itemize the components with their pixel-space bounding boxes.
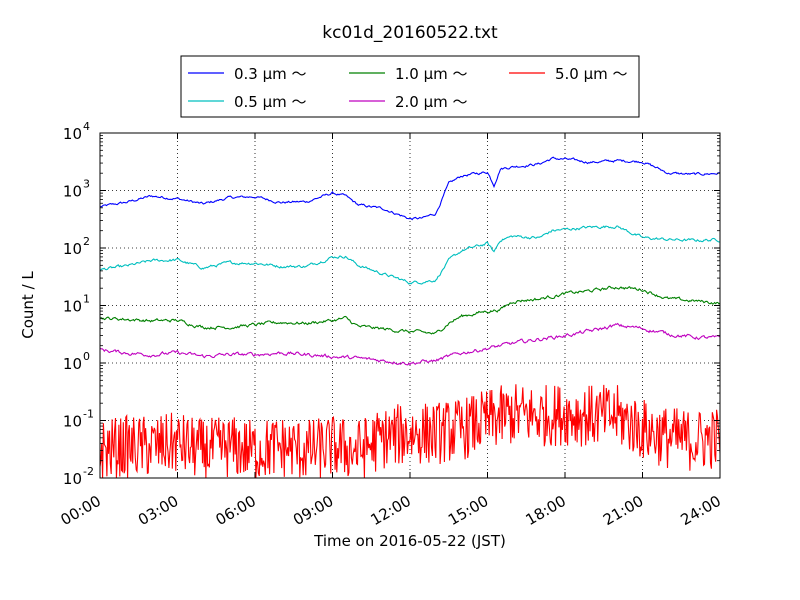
y-tick-label-exponent: 3 bbox=[83, 178, 90, 191]
legend-label-2: 1.0 μm ～ bbox=[395, 65, 468, 83]
y-tick-label-base: 10 bbox=[63, 125, 82, 143]
series-group bbox=[100, 156, 720, 478]
legend-label-0: 0.3 μm ～ bbox=[234, 65, 307, 83]
series-line-4 bbox=[100, 384, 720, 478]
y-tick-label-exponent: -1 bbox=[83, 408, 94, 421]
x-axis-label: Time on 2016-05-22 (JST) bbox=[313, 532, 506, 550]
y-tick-label-base: 10 bbox=[63, 470, 82, 488]
y-tick-label-base: 10 bbox=[63, 298, 82, 316]
y-tick-label-base: 10 bbox=[63, 413, 82, 431]
ticks bbox=[99, 132, 721, 479]
y-tick-label: 10 0 bbox=[63, 350, 90, 373]
y-tick-label: 10 4 bbox=[63, 120, 90, 143]
legend-label-1: 0.5 μm ～ bbox=[234, 93, 307, 111]
y-tick-label-base: 10 bbox=[63, 355, 82, 373]
y-tick-label-base: 10 bbox=[63, 240, 82, 258]
series-line-1 bbox=[100, 225, 720, 285]
y-tick-label-base: 10 bbox=[63, 183, 82, 201]
y-tick-label-exponent: 1 bbox=[83, 293, 90, 306]
y-tick-label: 10 1 bbox=[63, 293, 90, 316]
y-tick-label-exponent: 2 bbox=[83, 235, 90, 248]
series-line-2 bbox=[100, 285, 720, 335]
y-tick-label: 10 -1 bbox=[63, 408, 94, 431]
y-tick-label-exponent: 0 bbox=[83, 350, 90, 363]
legend-label-4: 5.0 μm ～ bbox=[555, 65, 628, 83]
y-tick-label: 10 2 bbox=[63, 235, 90, 258]
legend: 0.3 μm ～ 1.0 μm ～ 5.0 μm ～ 0.5 μm ～ 2.0 μm ～ bbox=[180, 55, 640, 118]
y-tick-label: 10 -2 bbox=[63, 465, 94, 488]
y-axis-label: Count / L bbox=[19, 271, 37, 339]
y-tick-label: 10 3 bbox=[63, 178, 90, 201]
chart-title: kc01d_20160522.txt bbox=[322, 23, 498, 43]
series-line-0 bbox=[100, 156, 720, 221]
y-tick-label-exponent: 4 bbox=[83, 120, 90, 133]
legend-label-3: 2.0 μm ～ bbox=[395, 93, 468, 111]
y-tick-label-exponent: -2 bbox=[83, 465, 94, 478]
legend-frame bbox=[180, 55, 640, 118]
series-line-3 bbox=[100, 322, 720, 366]
